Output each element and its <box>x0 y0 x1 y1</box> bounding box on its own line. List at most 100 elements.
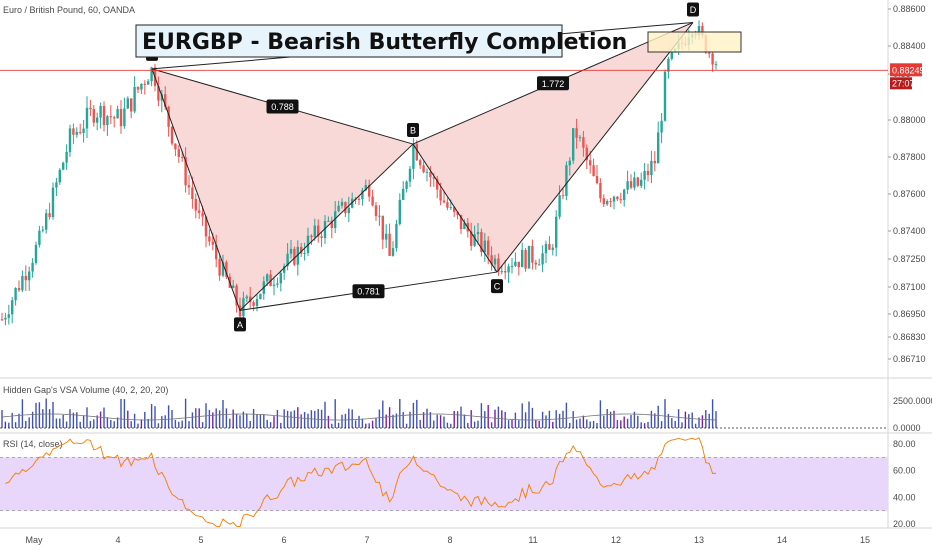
time-tick-label: 11 <box>528 535 537 545</box>
pattern-xab-fill <box>152 68 413 311</box>
point-label-b: B <box>407 123 419 138</box>
candle-body <box>276 283 279 285</box>
candle-body <box>211 241 214 245</box>
candle-body <box>510 265 514 267</box>
candle-body <box>0 319 4 321</box>
candle-body <box>89 107 92 110</box>
candle-body <box>283 266 286 273</box>
candle-body <box>79 132 82 134</box>
candle-body <box>371 196 374 206</box>
pane-separators <box>0 0 932 529</box>
candle-body <box>653 160 656 164</box>
candle-body <box>483 240 486 253</box>
rsi-pane: RSI (14, close) 80.00 60.00 40.00 20.00 <box>0 437 916 529</box>
candle-body <box>657 132 660 164</box>
candle-body <box>177 149 180 157</box>
candle-body <box>279 272 282 284</box>
candle-body <box>123 108 126 127</box>
candle-body <box>150 67 153 82</box>
point-label-bg <box>687 2 699 17</box>
candle-body <box>187 185 191 188</box>
candle-body <box>449 207 452 209</box>
prz-zone-box <box>647 31 742 53</box>
candle-body <box>572 128 575 161</box>
candle-body <box>606 201 609 205</box>
leg-bc <box>412 143 498 273</box>
candle-body <box>480 231 483 253</box>
candle-body <box>96 117 99 123</box>
symbol-title: Euro / British Pound, 60, OANDA <box>3 5 135 15</box>
candle-body <box>602 198 605 205</box>
candle-body <box>259 293 262 299</box>
candle-body <box>327 220 330 222</box>
candle-body <box>119 109 123 127</box>
candle-body <box>643 170 646 180</box>
candle-body <box>650 160 653 176</box>
candle-body <box>269 274 272 287</box>
price-tick-label: 0.87250 <box>893 254 926 264</box>
candle-body <box>439 189 442 201</box>
candle-body <box>568 160 571 166</box>
time-tick-label: May <box>25 535 43 545</box>
time-tick-label: 6 <box>281 535 286 545</box>
candle-body <box>626 181 629 190</box>
rsi-band <box>0 457 888 511</box>
candle-body <box>544 244 548 254</box>
leg-cd <box>496 22 694 273</box>
time-tick-label: 5 <box>198 535 203 545</box>
current-price-text: 0.88249 <box>892 65 925 75</box>
butterfly-pattern <box>152 22 693 311</box>
candle-body <box>235 285 238 306</box>
candle-body <box>296 246 299 265</box>
candle-body <box>582 137 585 148</box>
price-tick-label: 0.87400 <box>893 226 926 236</box>
candle-body <box>412 144 415 169</box>
candle-body <box>398 199 401 224</box>
annotation-title-box <box>135 24 563 58</box>
volume-title: Hidden Gap's VSA Volume (40, 2, 20, 20) <box>3 385 168 395</box>
candle-body <box>361 190 364 200</box>
candle-body <box>422 165 425 173</box>
candle-body <box>286 253 289 267</box>
candle-body <box>670 52 673 59</box>
price-axis: 0.886000.884000.880.880000.878000.876000… <box>888 4 926 364</box>
candle-body <box>221 262 225 276</box>
candle-body <box>85 107 89 129</box>
candle-body <box>255 298 259 306</box>
candle-body <box>116 109 119 119</box>
candle-body <box>402 188 405 200</box>
candle-body <box>381 215 384 240</box>
candle-body <box>388 233 391 256</box>
candle-body <box>21 275 24 291</box>
candle-body <box>133 86 136 112</box>
rsi-line <box>5 437 717 528</box>
candle-body <box>45 213 48 230</box>
candle-body <box>493 258 497 265</box>
candle-body <box>232 285 235 288</box>
candle-body <box>636 177 639 186</box>
price-tick-label: 0.86830 <box>893 332 926 342</box>
candle-body <box>310 235 313 238</box>
candle-body <box>167 106 170 127</box>
candle-body <box>317 225 320 237</box>
candle-body <box>191 187 194 199</box>
candle-body <box>453 207 456 212</box>
candle-body <box>538 264 541 266</box>
candle-body <box>17 288 21 291</box>
candle-body <box>303 253 306 255</box>
volume-tick-label: 0.0000 <box>893 423 921 433</box>
candle-body <box>527 245 531 269</box>
candle-body <box>487 240 490 256</box>
ratio-label-1-772: 1.772 <box>537 76 569 91</box>
candle-body <box>204 216 208 237</box>
candle-body <box>419 160 422 166</box>
leg-ab <box>239 143 414 311</box>
candle-body <box>640 179 643 186</box>
candle-body <box>470 231 473 246</box>
candle-body <box>92 109 95 123</box>
candle-body <box>136 86 140 90</box>
time-tick-label: 15 <box>860 535 870 545</box>
candle-body <box>334 211 337 229</box>
candle-body <box>660 120 663 133</box>
